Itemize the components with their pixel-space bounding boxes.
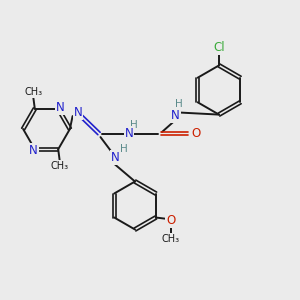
- Text: N: N: [29, 144, 38, 157]
- Text: Cl: Cl: [213, 41, 225, 54]
- Text: CH₃: CH₃: [51, 161, 69, 171]
- Text: H: H: [130, 120, 138, 130]
- Text: H: H: [175, 99, 182, 109]
- Text: N: N: [56, 101, 64, 114]
- Text: N: N: [111, 151, 120, 164]
- Text: N: N: [74, 106, 82, 119]
- Text: O: O: [192, 127, 201, 140]
- Text: O: O: [166, 214, 176, 227]
- Text: N: N: [124, 127, 134, 140]
- Text: CH₃: CH₃: [162, 233, 180, 244]
- Text: N: N: [171, 109, 180, 122]
- Text: H: H: [120, 144, 128, 154]
- Text: CH₃: CH₃: [24, 87, 42, 97]
